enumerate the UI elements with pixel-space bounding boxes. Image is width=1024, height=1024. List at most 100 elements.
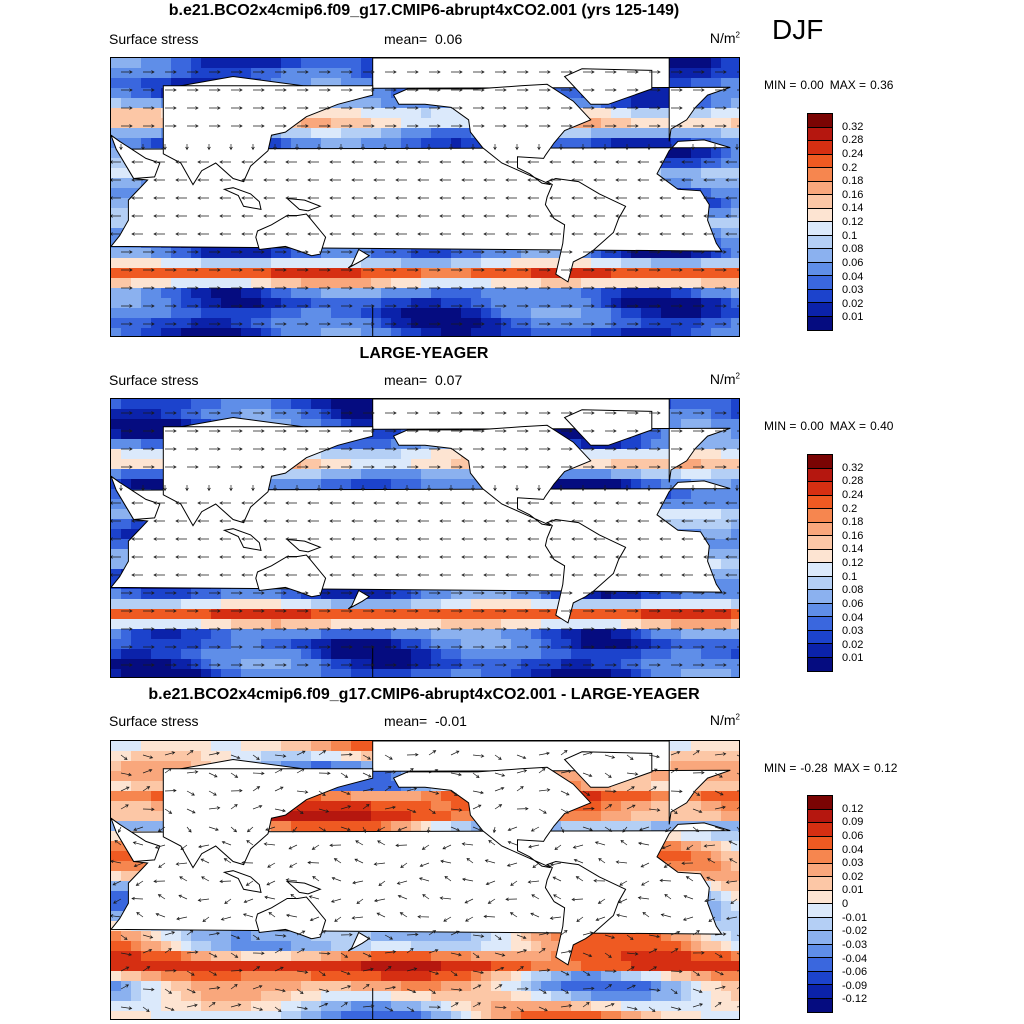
field-cell xyxy=(641,118,651,128)
wind-vector-arrow xyxy=(263,160,275,164)
colorbar-tick-label: 0.18 xyxy=(842,175,864,188)
field-cell xyxy=(581,268,591,278)
wind-vector-arrow xyxy=(583,591,595,595)
field-cell xyxy=(451,328,461,336)
field-cell xyxy=(151,248,161,258)
field-cell xyxy=(251,399,261,409)
field-cell xyxy=(451,619,461,629)
field-cell xyxy=(551,669,561,677)
field-cell xyxy=(571,128,581,138)
field-cell xyxy=(361,659,371,669)
field-cell xyxy=(271,741,281,751)
wind-vector-arrow xyxy=(473,106,485,110)
field-cell xyxy=(121,771,131,781)
wind-vector-arrow xyxy=(627,447,639,451)
field-cell xyxy=(391,308,401,318)
field-cell xyxy=(711,328,721,336)
field-cell xyxy=(681,248,691,258)
field-cell xyxy=(641,629,651,639)
field-cell xyxy=(251,248,261,258)
field-cell xyxy=(591,288,601,298)
field-cell xyxy=(731,519,739,529)
wind-vector-arrow xyxy=(275,268,287,272)
wind-vector-arrow xyxy=(175,178,187,182)
wind-vector-arrow xyxy=(539,447,551,451)
mean-readout: mean= 0.07 xyxy=(384,372,462,388)
wind-vector-arrow xyxy=(275,411,287,415)
field-cell xyxy=(131,599,141,609)
colorbar-tick-label: 0.12 xyxy=(842,557,864,569)
wind-vector-arrow xyxy=(649,447,661,451)
field-cell xyxy=(161,298,171,308)
wind-vector-arrow xyxy=(209,70,221,74)
field-cell xyxy=(401,278,411,288)
wind-vector-arrow xyxy=(429,322,441,326)
wind-vector-arrow xyxy=(527,519,539,523)
field-cell xyxy=(581,308,591,318)
wind-vector-arrow xyxy=(693,124,705,128)
wind-vector-arrow xyxy=(495,663,507,667)
field-cell xyxy=(591,649,601,659)
wind-vector-arrow xyxy=(659,232,671,236)
wind-vector-arrow xyxy=(297,250,309,254)
field-cell xyxy=(151,589,161,599)
wind-vector-arrow xyxy=(363,88,375,92)
field-cell xyxy=(691,258,701,268)
wind-vector-arrow xyxy=(231,304,243,308)
wind-vector-arrow xyxy=(561,465,573,469)
wind-vector-arrow xyxy=(517,124,529,128)
field-cell xyxy=(431,459,441,469)
wind-vector-arrow xyxy=(297,663,309,667)
wind-vector-arrow xyxy=(593,196,605,200)
wind-vector-arrow xyxy=(693,106,705,110)
field-cell xyxy=(671,629,681,639)
field-cell xyxy=(281,248,291,258)
wind-vector-arrow xyxy=(561,609,573,613)
wind-vector-arrow xyxy=(527,160,539,164)
wind-vector-arrow xyxy=(165,663,177,667)
field-cell xyxy=(281,268,291,278)
field-cell xyxy=(661,649,671,659)
field-cell xyxy=(151,639,161,649)
field-cell xyxy=(121,268,131,278)
field-cell xyxy=(611,328,621,336)
field-cell xyxy=(701,298,711,308)
wind-vector-arrow xyxy=(703,519,715,523)
field-cell xyxy=(511,248,521,258)
field-cell xyxy=(711,178,721,188)
wind-vector-arrow xyxy=(495,268,507,272)
wind-vector-arrow xyxy=(517,645,529,649)
field-cell xyxy=(131,138,141,148)
field-cell xyxy=(621,639,631,649)
field-cell xyxy=(321,78,331,88)
field-cell xyxy=(561,479,571,489)
field-cell xyxy=(211,268,221,278)
field-cell xyxy=(401,328,411,336)
field-cell xyxy=(431,449,441,459)
wind-vector-arrow xyxy=(307,501,319,505)
field-cell xyxy=(301,649,311,659)
wind-vector-arrow xyxy=(341,250,353,254)
field-cell xyxy=(671,499,681,509)
field-cell xyxy=(691,268,701,278)
field-cell xyxy=(531,599,541,609)
field-cell xyxy=(551,318,561,328)
wind-vector-arrow xyxy=(583,286,595,290)
field-cell xyxy=(261,399,271,409)
wind-vector-arrow xyxy=(253,268,265,272)
field-cell xyxy=(621,248,631,258)
wind-vector-arrow xyxy=(307,573,319,577)
wind-vector-arrow xyxy=(473,429,485,433)
field-cell xyxy=(711,198,721,208)
wind-vector-arrow xyxy=(373,178,385,182)
field-cell xyxy=(321,801,331,811)
wind-vector-arrow xyxy=(593,537,605,541)
field-cell xyxy=(571,268,581,278)
field-cell xyxy=(391,318,401,328)
wind-vector-arrow xyxy=(165,250,177,254)
field-cell xyxy=(361,439,371,449)
field-cell xyxy=(561,288,571,298)
field-cell xyxy=(341,288,351,298)
wind-vector-arrow xyxy=(581,485,585,492)
wind-vector-arrow xyxy=(253,70,265,74)
